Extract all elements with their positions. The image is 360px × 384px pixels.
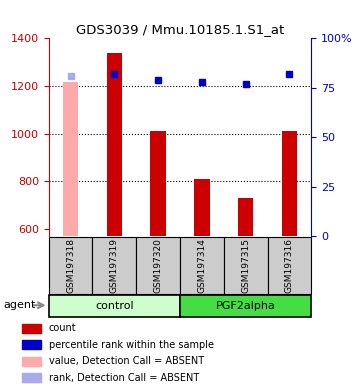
Bar xyxy=(194,179,210,236)
Bar xyxy=(180,237,224,294)
Bar xyxy=(22,340,41,349)
Bar xyxy=(93,237,136,294)
Text: value, Detection Call = ABSENT: value, Detection Call = ABSENT xyxy=(49,356,204,366)
Text: GSM197314: GSM197314 xyxy=(197,238,206,293)
Text: GSM197315: GSM197315 xyxy=(241,238,250,293)
Bar xyxy=(22,357,41,366)
Bar xyxy=(136,237,180,294)
Text: count: count xyxy=(49,323,76,333)
Text: percentile rank within the sample: percentile rank within the sample xyxy=(49,340,213,350)
Text: control: control xyxy=(95,301,134,311)
Bar xyxy=(238,198,253,236)
Bar xyxy=(180,295,311,317)
Bar xyxy=(49,295,180,317)
Bar xyxy=(150,131,166,236)
Title: GDS3039 / Mmu.10185.1.S1_at: GDS3039 / Mmu.10185.1.S1_at xyxy=(76,23,284,36)
Text: GSM197316: GSM197316 xyxy=(285,238,294,293)
Bar xyxy=(49,237,93,294)
Text: GSM197320: GSM197320 xyxy=(154,238,163,293)
Text: GSM197318: GSM197318 xyxy=(66,238,75,293)
Text: agent: agent xyxy=(4,300,36,310)
Bar xyxy=(282,131,297,236)
Bar xyxy=(267,237,311,294)
Text: PGF2alpha: PGF2alpha xyxy=(216,301,276,311)
Bar xyxy=(63,83,78,236)
Bar xyxy=(22,324,41,333)
Bar xyxy=(22,373,41,382)
Text: GSM197319: GSM197319 xyxy=(110,238,119,293)
Bar xyxy=(107,53,122,236)
Text: rank, Detection Call = ABSENT: rank, Detection Call = ABSENT xyxy=(49,372,199,383)
Bar xyxy=(224,237,267,294)
